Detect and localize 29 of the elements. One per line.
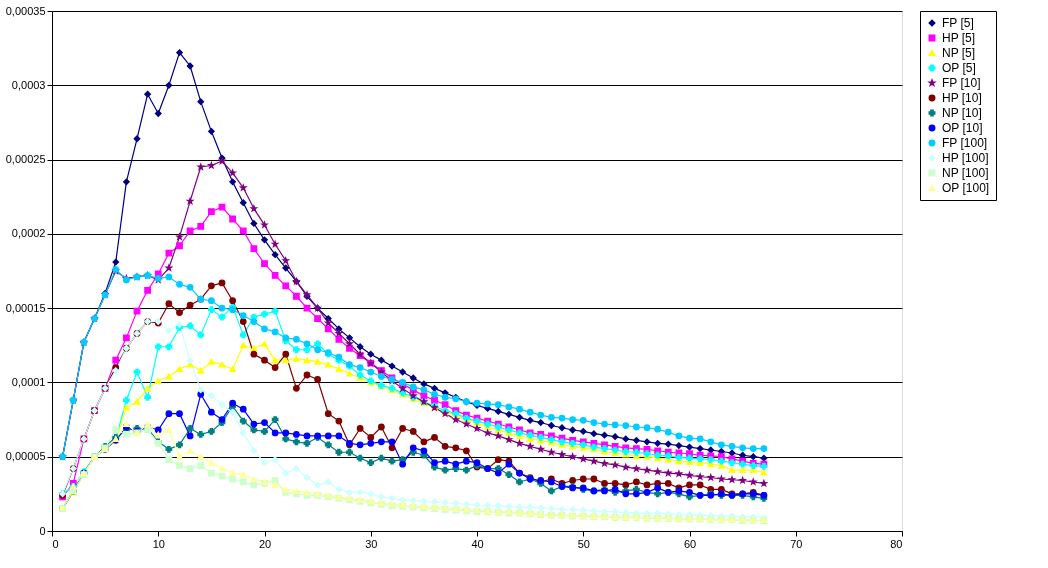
y-tick-label: 0,00005 [5,450,46,463]
y-tick-label: 0,0001 [11,375,46,388]
x-tick-label: 70 [790,537,803,550]
legend-label: NP [10] [942,106,982,120]
x-tick-label: 10 [152,537,165,550]
x-tick-label: 50 [577,537,590,550]
legend-label: OP [100] [942,181,990,195]
x-tick-label: 40 [471,537,484,550]
y-tick-label: 0,00025 [5,153,46,166]
legend-label: OP [5] [942,61,976,75]
legend-label: NP [5] [942,46,976,60]
legend-label: HP [100] [942,151,989,165]
x-tick-label: 60 [683,537,697,550]
legend-label: FP [100] [942,136,988,150]
x-tick-label: 30 [365,537,378,550]
y-tick-label: 0,00015 [5,301,46,314]
legend-label: OP [10] [942,121,983,135]
y-tick-label: 0,0003 [11,78,46,91]
legend-label: NP [100] [942,166,989,180]
y-tick-label: 0,00035 [5,4,46,17]
legend-label: HP [5] [942,31,976,45]
x-tick-label: 80 [890,537,903,550]
legend-label: FP [5] [942,16,974,30]
legend-label: FP [10] [942,76,981,90]
y-tick-label: 0,0002 [11,227,46,240]
legend-label: HP [10] [942,91,982,105]
y-tick-label: 0 [39,524,46,537]
x-tick-label: 0 [52,537,59,550]
x-tick-label: 20 [258,537,272,550]
